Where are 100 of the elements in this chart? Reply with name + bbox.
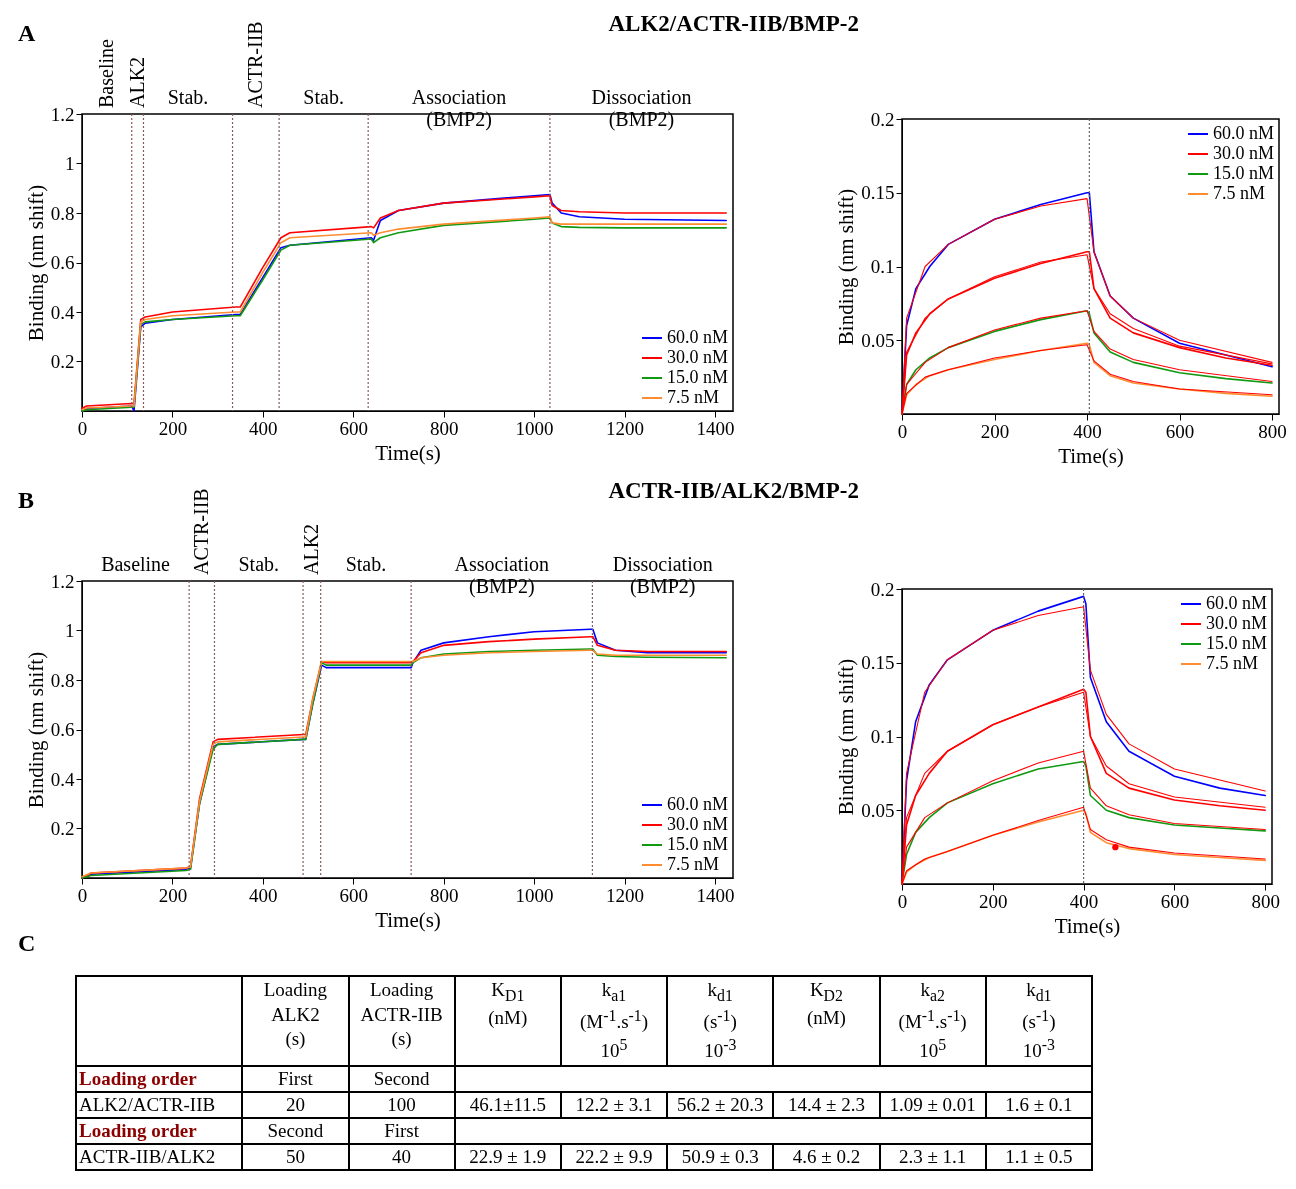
text: 20: [285, 1094, 305, 1116]
legend-label: 60.0 nM: [1206, 593, 1268, 613]
text: A: [18, 20, 36, 46]
chart-title: ACTR-IIB/ALK2/BMP-2: [608, 478, 859, 504]
text: 22.2 ± 9.9: [575, 1146, 653, 1168]
y-tick-label: 0.8: [50, 202, 75, 224]
y-tick-label: 0.15: [861, 652, 895, 674]
x-tick-label: 600: [339, 884, 368, 906]
x-tick-label: 0: [77, 884, 88, 906]
text: ALK2: [299, 523, 322, 575]
x-tick-label: 1200: [606, 884, 644, 906]
annotation: Dissociation (BMP2): [612, 553, 713, 598]
text: 1.09 ± 0.01: [889, 1094, 976, 1116]
text: C: [18, 930, 36, 957]
legend-label: 30.0 nM: [667, 814, 729, 834]
text: Baseline: [94, 39, 117, 108]
y-tick-label: 0.05: [861, 799, 895, 821]
y-tick-label: 0.1: [870, 726, 895, 747]
annotation: Association (BMP2): [411, 86, 507, 131]
text: First: [384, 1120, 420, 1142]
category-label: k$_{d1}$ (s$^{-1}$) 10$^{-3}$: [667, 976, 774, 1067]
legend-label: 60.0 nM: [1213, 123, 1275, 143]
text: 12.2 ± 3.1: [575, 1094, 653, 1116]
legend-label: 7.5 nM: [667, 854, 720, 874]
text: 46.1±11.5: [469, 1094, 546, 1116]
x-tick-label: 600: [1165, 420, 1195, 442]
legend-label: 30.0 nM: [1213, 143, 1275, 163]
text: 1.1 ± 0.5: [1005, 1146, 1073, 1168]
x-axis-title: Time(s): [1054, 913, 1121, 938]
x-tick-label: 0: [77, 417, 88, 439]
y-tick-label: 0.1: [870, 256, 895, 277]
text: ALK2: [125, 56, 148, 108]
y-tick-label: 0.15: [861, 182, 895, 204]
x-tick-label: 1000: [515, 884, 554, 906]
y-tick-label: 1: [65, 620, 75, 641]
text: Second: [267, 1120, 324, 1142]
legend-label: 15.0 nM: [1213, 163, 1275, 183]
category-label: ALK2/ACTR-IIB: [79, 1094, 216, 1116]
x-tick-label: 600: [339, 417, 368, 439]
legend-label: 7.5 nM: [1206, 653, 1259, 673]
x-tick-label: 400: [249, 417, 278, 439]
annotation: Association (BMP2): [454, 553, 549, 598]
x-tick-label: 200: [158, 417, 188, 439]
text: 2.3 ± 1.1: [898, 1146, 967, 1168]
text: 40: [392, 1146, 412, 1168]
x-tick-label: 0: [897, 890, 908, 912]
x-tick-label: 600: [1160, 890, 1190, 912]
y-tick-label: 0.6: [50, 252, 75, 273]
y-tick-label: 0.6: [50, 719, 75, 740]
chart-title: ALK2/ACTR-IIB/BMP-2: [608, 11, 859, 37]
category-label: K$_{D1}$ (nM): [454, 976, 561, 1067]
legend-label: 60.0 nM: [667, 794, 729, 814]
x-tick-label: 800: [1258, 420, 1287, 442]
y-tick-label: 1.2: [50, 103, 75, 125]
x-tick-label: 400: [1069, 890, 1099, 912]
text: 56.2 ± 20.3: [677, 1094, 764, 1116]
x-tick-label: 1400: [696, 417, 735, 439]
x-tick-label: 1000: [515, 417, 554, 439]
x-tick-label: 400: [1073, 420, 1102, 442]
text: ACTR-IIB: [189, 488, 212, 575]
y-tick-label: 1: [65, 153, 75, 174]
text: ACTR-IIB: [243, 21, 266, 108]
category-label: ACTR-IIB/ALK2: [79, 1146, 216, 1168]
text: 1.6 ± 0.1: [1005, 1094, 1073, 1116]
x-tick-label: 1200: [606, 417, 644, 439]
text: 100: [387, 1094, 416, 1116]
category-label: Loading order: [79, 1068, 197, 1090]
legend-label: 15.0 nM: [667, 834, 729, 854]
x-tick-label: 200: [979, 890, 1008, 912]
legend-label: 30.0 nM: [667, 347, 729, 367]
y-tick-label: 0.05: [861, 329, 895, 351]
x-axis-title: Time(s): [375, 907, 441, 932]
text: Stab.: [303, 86, 344, 108]
x-tick-label: 0: [897, 420, 908, 442]
text: B: [18, 487, 35, 513]
y-axis-title: Binding (nm shift): [834, 658, 859, 816]
category-label: Loading ACTR-IIB (s): [348, 976, 455, 1067]
text: Stab.: [345, 553, 387, 575]
y-tick-label: 1.2: [50, 570, 75, 592]
x-tick-label: 200: [158, 884, 188, 906]
y-tick-label: 0.2: [50, 351, 75, 372]
x-tick-label: 800: [429, 417, 459, 439]
y-tick-label: 0.4: [50, 768, 75, 790]
y-tick-label: 0.2: [50, 818, 75, 839]
legend-label: 7.5 nM: [667, 387, 720, 407]
text: 14.4 ± 2.3: [787, 1094, 865, 1116]
legend-label: 7.5 nM: [1213, 183, 1266, 203]
x-tick-label: 800: [1251, 890, 1280, 912]
text: First: [277, 1068, 313, 1090]
x-axis-title: Time(s): [1058, 443, 1124, 468]
x-tick-label: 1400: [696, 884, 735, 906]
legend-label: 30.0 nM: [1206, 613, 1268, 633]
y-tick-label: 0.8: [50, 669, 75, 691]
text: 4.6 ± 0.2: [792, 1146, 861, 1168]
category-label: k$_{d1}$ (s$^{-1}$) 10$^{-3}$: [985, 976, 1092, 1067]
x-axis-title: Time(s): [375, 440, 441, 465]
text: Baseline: [101, 553, 171, 575]
x-tick-label: 800: [429, 884, 459, 906]
text: Second: [373, 1068, 430, 1090]
legend-label: 15.0 nM: [1206, 633, 1268, 653]
